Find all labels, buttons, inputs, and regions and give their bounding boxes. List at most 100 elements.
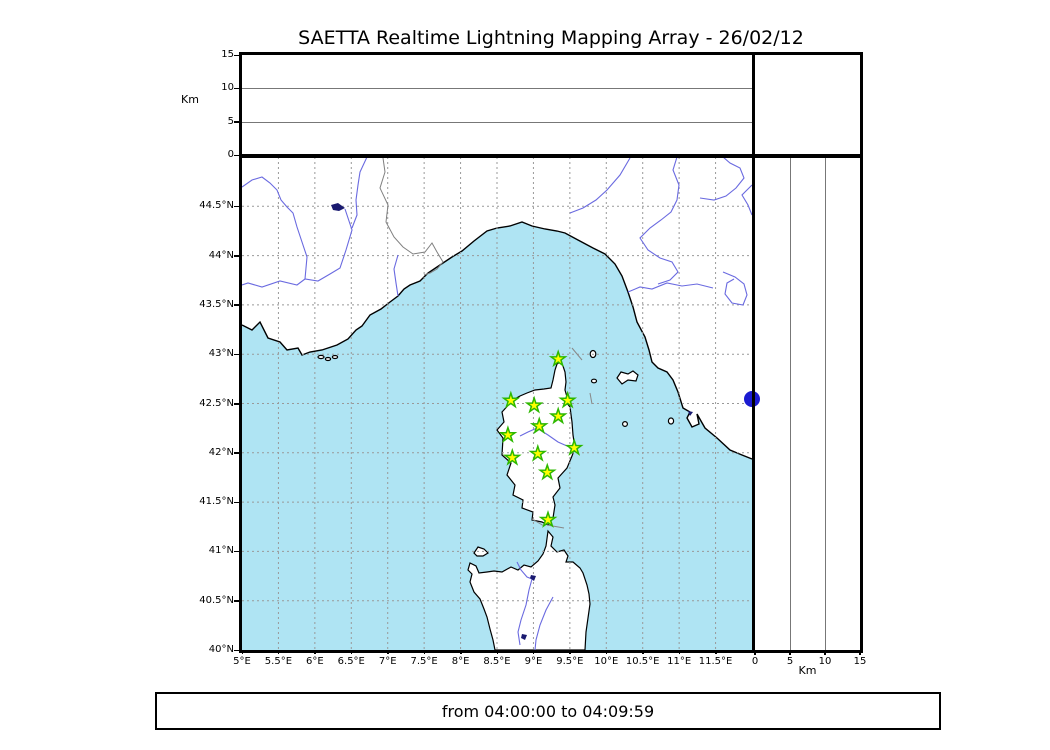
lake-sardinia-2 xyxy=(521,634,527,640)
altitude-tick-mark-right xyxy=(754,650,756,655)
lon-tick-mark xyxy=(496,650,498,654)
lon-tick-label: 8°E xyxy=(451,656,470,667)
station-star-icon xyxy=(501,390,521,409)
lon-tick-mark xyxy=(605,650,608,654)
right-panel-gridline xyxy=(825,157,826,650)
mainland-coastline xyxy=(242,221,752,460)
lat-tick-label: 40°N xyxy=(208,644,234,655)
lon-tick-mark xyxy=(423,650,426,654)
station-star-icon xyxy=(564,437,584,456)
station-star-icon xyxy=(524,395,544,414)
lon-tick-label: 10.5°E xyxy=(625,656,660,667)
coast-marks xyxy=(531,347,593,529)
lat-tick-mark xyxy=(234,452,239,454)
river-po-1 xyxy=(569,157,631,214)
lon-tick-label: 9°E xyxy=(524,656,543,667)
altitude-axis-label-left: Km xyxy=(181,93,199,106)
right-panel-gridline xyxy=(790,157,791,650)
figure-title: SAETTA Realtime Lightning Mapping Array … xyxy=(298,27,804,49)
elba-island xyxy=(616,370,639,385)
corner-panel xyxy=(752,52,863,158)
station-star-icon xyxy=(538,509,558,528)
lon-tick-label: 5.5°E xyxy=(264,656,293,667)
station-star-icon xyxy=(498,425,518,444)
lat-tick-mark xyxy=(234,501,239,504)
station-star-icon xyxy=(548,406,568,425)
lake-sardinia-1 xyxy=(530,575,536,581)
altitude-tick-label-top: 0 xyxy=(227,149,234,160)
lon-tick-mark xyxy=(532,650,535,654)
lon-tick-mark xyxy=(350,650,353,654)
lon-tick-mark xyxy=(241,650,243,654)
station-star-icon xyxy=(529,416,549,435)
lon-tick-label: 11.5°E xyxy=(698,656,733,667)
station-star-icon xyxy=(548,349,568,368)
lat-tick-label: 41°N xyxy=(208,545,234,557)
altitude-tick-mark-right xyxy=(824,650,826,655)
river-verdon xyxy=(351,157,368,229)
station-star-icon xyxy=(537,462,557,481)
lat-tick-mark xyxy=(234,353,239,356)
lon-tick-label: 7°E xyxy=(378,656,397,667)
time-range-text: from 04:00:00 to 04:09:59 xyxy=(441,701,655,721)
lat-tick-label: 44°N xyxy=(208,249,234,261)
lon-tick-mark xyxy=(642,650,644,654)
lat-tick-label: 42.5°N xyxy=(199,397,234,409)
lon-tick-mark xyxy=(387,650,389,654)
river-var xyxy=(393,254,399,297)
altitude-tick-label-top: 15 xyxy=(221,49,234,60)
river-po-4 xyxy=(741,184,752,216)
pianosa-island xyxy=(590,378,598,384)
top-panel-gridline xyxy=(242,121,752,123)
lat-tick-label: 43.5°N xyxy=(199,298,234,310)
time-range-box: from 04:00:00 to 04:09:59 xyxy=(155,692,941,730)
river-po-2 xyxy=(639,157,680,285)
event-dot xyxy=(744,390,760,407)
altitude-tick-label-top: 10 xyxy=(221,82,234,94)
lat-tick-mark xyxy=(234,649,239,651)
hyeres-islet-3 xyxy=(331,354,339,360)
giglio-island xyxy=(667,417,675,425)
river-po-3 xyxy=(699,157,745,201)
lon-tick-label: 6.5°E xyxy=(337,656,365,667)
montecristo-island xyxy=(622,421,629,428)
lon-tick-label: 5°E xyxy=(233,656,251,667)
asinara-island xyxy=(473,546,489,557)
station-star-icon xyxy=(528,443,548,462)
lat-tick-label: 44.5°N xyxy=(199,200,234,212)
altitude-tick-label-right: 10 xyxy=(818,656,832,667)
altitude-tick-label-top: 5 xyxy=(227,115,234,127)
station-star-icon xyxy=(558,390,578,409)
lat-tick-mark xyxy=(234,550,239,553)
river-arno xyxy=(627,282,714,293)
lon-tick-label: 8.5°E xyxy=(483,656,511,667)
hyeres-islet-2 xyxy=(324,356,332,362)
lon-tick-label: 10°E xyxy=(594,656,619,667)
lon-tick-mark xyxy=(277,650,280,654)
country-border xyxy=(379,157,444,276)
lat-tick-mark xyxy=(234,205,239,208)
altitude-latitude-panel xyxy=(752,154,863,653)
river-buech xyxy=(242,176,308,280)
lakes xyxy=(331,203,693,640)
lat-tick-mark xyxy=(234,600,239,602)
river-sardinia-1 xyxy=(516,561,533,646)
lagoon-orbetello xyxy=(688,411,693,416)
map-svg[interactable] xyxy=(242,157,752,650)
altitude-tick-label-right: 0 xyxy=(751,656,759,667)
lon-tick-mark xyxy=(715,650,717,654)
altitude-tick-mark-top xyxy=(234,54,239,56)
altitude-tick-mark-top xyxy=(234,121,239,123)
river-durance xyxy=(242,208,353,288)
lat-tick-mark xyxy=(234,403,239,405)
river-tiber xyxy=(722,271,748,306)
lat-tick-label: 40.5°N xyxy=(199,594,234,606)
altitude-tick-label-right: 15 xyxy=(853,656,867,667)
altitude-tick-mark-top xyxy=(234,87,239,90)
lake-serre-poncon xyxy=(331,203,345,211)
lon-tick-mark xyxy=(460,650,462,654)
lon-tick-label: 11°E xyxy=(667,656,692,667)
altitude-tick-mark-right xyxy=(789,650,791,655)
lon-tick-mark xyxy=(678,650,681,654)
